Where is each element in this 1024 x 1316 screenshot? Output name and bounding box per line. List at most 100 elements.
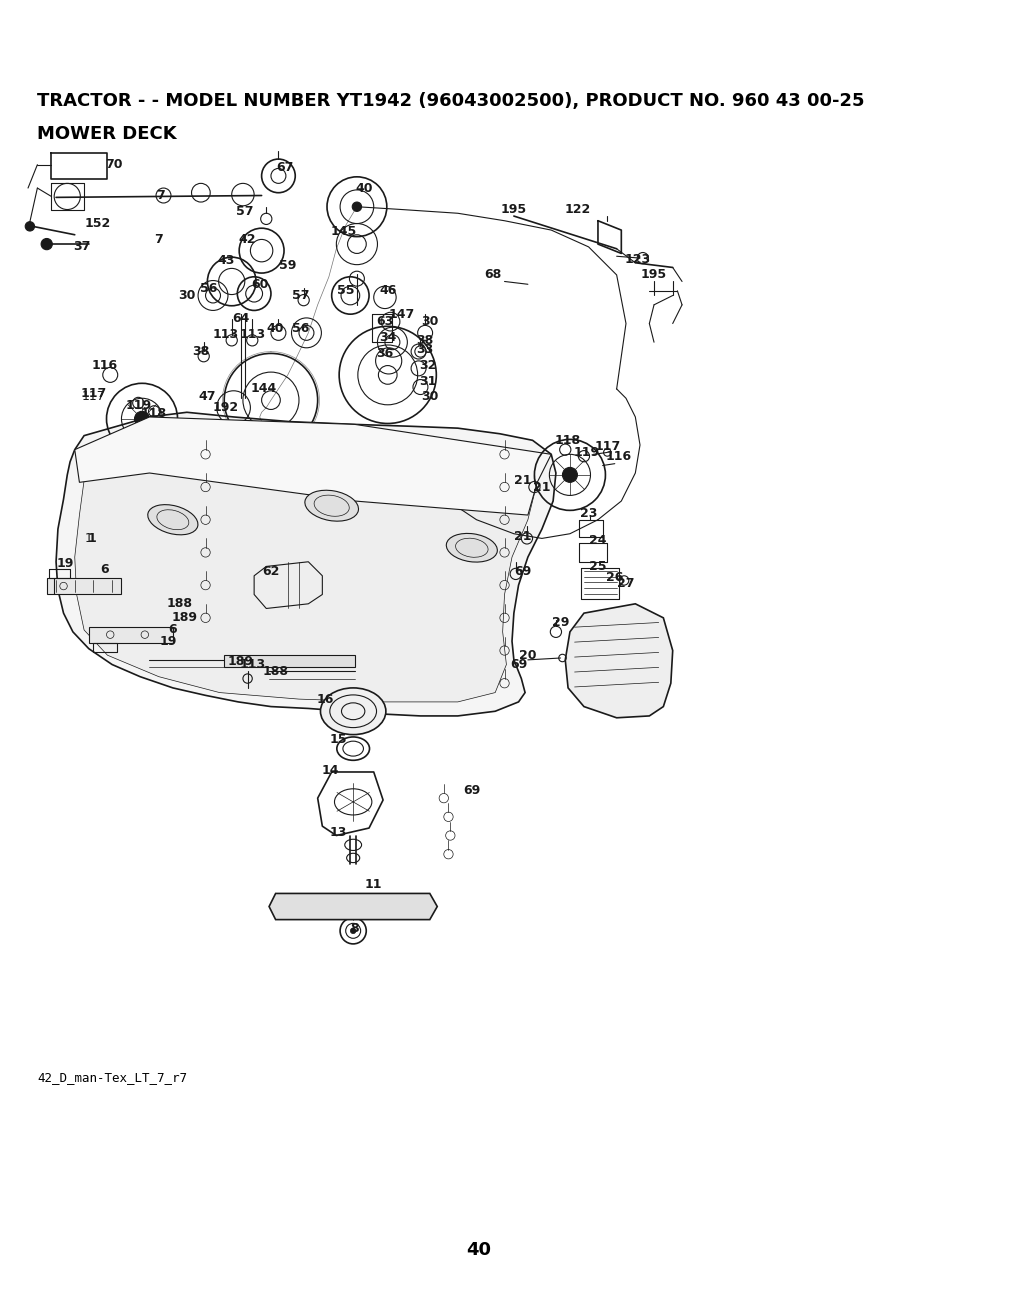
Circle shape	[350, 928, 356, 933]
Text: 34: 34	[379, 332, 396, 343]
Text: 113: 113	[213, 328, 240, 341]
Text: 46: 46	[379, 284, 396, 297]
Text: 30: 30	[421, 315, 438, 328]
Text: 40: 40	[355, 182, 373, 195]
Text: 123: 123	[625, 254, 650, 266]
Text: 189: 189	[228, 655, 254, 669]
Text: 21: 21	[514, 474, 531, 487]
Text: 117: 117	[80, 387, 106, 400]
Text: 38: 38	[193, 345, 210, 358]
Text: 7: 7	[157, 190, 165, 203]
Text: 40: 40	[466, 1241, 490, 1259]
Text: 1: 1	[87, 532, 96, 545]
Text: 188: 188	[262, 665, 289, 678]
Text: 20: 20	[519, 649, 537, 662]
Text: 192: 192	[213, 401, 240, 415]
Text: 195: 195	[641, 268, 667, 282]
Text: 118: 118	[555, 434, 582, 447]
Text: 116: 116	[91, 359, 118, 372]
Text: 16: 16	[316, 692, 334, 705]
Text: 29: 29	[552, 616, 569, 629]
Ellipse shape	[147, 504, 198, 534]
Text: 57: 57	[237, 205, 254, 218]
Text: 42: 42	[239, 233, 256, 246]
Text: 31: 31	[419, 375, 436, 388]
Text: 152: 152	[85, 217, 112, 230]
Text: 33: 33	[417, 343, 434, 357]
Text: 26: 26	[606, 571, 624, 584]
Text: 21: 21	[514, 530, 531, 544]
Circle shape	[562, 467, 578, 483]
Polygon shape	[47, 578, 122, 595]
Polygon shape	[565, 604, 673, 717]
Text: 70: 70	[105, 158, 123, 171]
Text: 122: 122	[564, 203, 591, 216]
Text: 6: 6	[100, 563, 109, 575]
Text: 188: 188	[166, 597, 193, 611]
Text: 1: 1	[85, 532, 93, 545]
Text: 63: 63	[376, 315, 393, 328]
Text: 119: 119	[125, 399, 152, 412]
Ellipse shape	[321, 688, 386, 734]
Text: 68: 68	[484, 268, 502, 282]
Text: 118: 118	[140, 407, 166, 420]
Text: 117: 117	[82, 390, 105, 403]
Text: 69: 69	[510, 658, 527, 671]
Circle shape	[134, 412, 150, 426]
Text: 15: 15	[330, 733, 347, 746]
Text: 59: 59	[280, 259, 297, 272]
Text: 6: 6	[169, 624, 177, 637]
Text: 145: 145	[331, 225, 357, 238]
Text: 189: 189	[172, 612, 198, 624]
Text: 57: 57	[292, 290, 309, 301]
Text: 25: 25	[589, 559, 606, 572]
Text: 195: 195	[501, 203, 527, 216]
Text: MOWER DECK: MOWER DECK	[37, 125, 177, 143]
Text: 69: 69	[463, 784, 480, 797]
Text: 43: 43	[217, 254, 234, 267]
Ellipse shape	[305, 491, 358, 521]
Polygon shape	[75, 417, 551, 515]
Circle shape	[26, 221, 35, 232]
Text: 30: 30	[178, 290, 196, 301]
Text: 113: 113	[240, 658, 265, 671]
Text: 37: 37	[74, 241, 91, 254]
Text: 56: 56	[200, 282, 217, 295]
Text: 36: 36	[376, 347, 393, 359]
Text: 42_D_man-Tex_LT_7_r7: 42_D_man-Tex_LT_7_r7	[37, 1071, 187, 1084]
Text: 21: 21	[534, 480, 551, 494]
Text: 119: 119	[573, 446, 600, 459]
Text: 23: 23	[580, 507, 597, 520]
Polygon shape	[89, 628, 173, 644]
Text: 38: 38	[417, 334, 434, 347]
Text: 30: 30	[421, 390, 438, 403]
Text: 60: 60	[251, 278, 268, 291]
Polygon shape	[75, 430, 538, 701]
Text: 144: 144	[250, 383, 276, 395]
Circle shape	[41, 238, 52, 250]
Text: 64: 64	[232, 312, 250, 325]
Polygon shape	[56, 412, 556, 716]
Text: 56: 56	[292, 321, 309, 334]
Circle shape	[352, 203, 361, 212]
Text: 19: 19	[56, 557, 74, 570]
Text: 40: 40	[267, 321, 285, 334]
Text: TRACTOR - - MODEL NUMBER YT1942 (96043002500), PRODUCT NO. 960 43 00-25: TRACTOR - - MODEL NUMBER YT1942 (9604300…	[37, 92, 865, 109]
Text: 113: 113	[240, 328, 265, 341]
Text: 13: 13	[330, 826, 347, 840]
Text: 47: 47	[199, 390, 216, 403]
Text: 11: 11	[365, 878, 383, 891]
Polygon shape	[224, 655, 355, 667]
Text: 24: 24	[589, 534, 606, 546]
Text: 8: 8	[351, 923, 359, 936]
Text: 27: 27	[617, 576, 635, 590]
Text: 7: 7	[155, 233, 163, 246]
Text: 147: 147	[389, 308, 415, 321]
Text: 14: 14	[322, 763, 340, 776]
Text: 69: 69	[515, 565, 531, 578]
Text: 62: 62	[262, 565, 280, 578]
Ellipse shape	[446, 533, 498, 562]
Polygon shape	[269, 894, 437, 920]
Text: 117: 117	[594, 441, 621, 453]
Text: 116: 116	[605, 450, 632, 463]
